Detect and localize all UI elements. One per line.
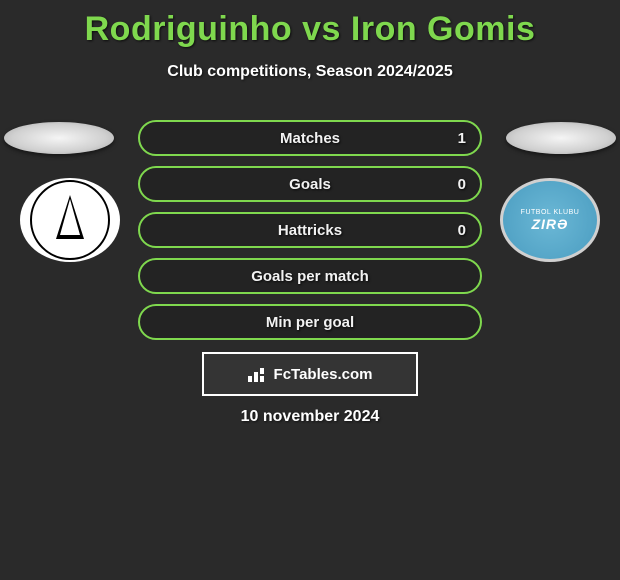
- stat-row-matches: Matches 1: [138, 120, 482, 156]
- stat-right-value: 1: [458, 130, 466, 147]
- club-right-topline: FUTBOL KLUBU: [521, 209, 580, 216]
- club-badge-left: [20, 178, 120, 262]
- stat-label: Min per goal: [266, 314, 354, 331]
- club-badge-right: FUTBOL KLUBU ZIRƏ: [500, 178, 600, 262]
- player-avatar-left: [4, 122, 114, 154]
- stat-label: Goals per match: [251, 268, 369, 285]
- season-subtitle: Club competitions, Season 2024/2025: [0, 63, 620, 81]
- club-badge-left-inner: [30, 180, 110, 260]
- stat-label: Hattricks: [278, 222, 342, 239]
- watermark-box: FcTables.com: [202, 352, 418, 396]
- bar-chart-icon: [248, 366, 268, 382]
- stat-row-min-per-goal: Min per goal: [138, 304, 482, 340]
- stats-container: Matches 1 Goals 0 Hattricks 0 Goals per …: [138, 120, 482, 350]
- page-title: Rodriguinho vs Iron Gomis: [0, 0, 620, 49]
- oil-derrick-icon: [50, 195, 90, 245]
- player-avatar-right: [506, 122, 616, 154]
- club-right-name: ZIRƏ: [531, 216, 568, 232]
- stat-row-hattricks: Hattricks 0: [138, 212, 482, 248]
- stat-row-goals-per-match: Goals per match: [138, 258, 482, 294]
- stat-right-value: 0: [458, 176, 466, 193]
- stat-label: Matches: [280, 130, 340, 147]
- stat-row-goals: Goals 0: [138, 166, 482, 202]
- date-text: 10 november 2024: [0, 408, 620, 426]
- stat-label: Goals: [289, 176, 331, 193]
- watermark-text: FcTables.com: [274, 366, 373, 383]
- stat-right-value: 0: [458, 222, 466, 239]
